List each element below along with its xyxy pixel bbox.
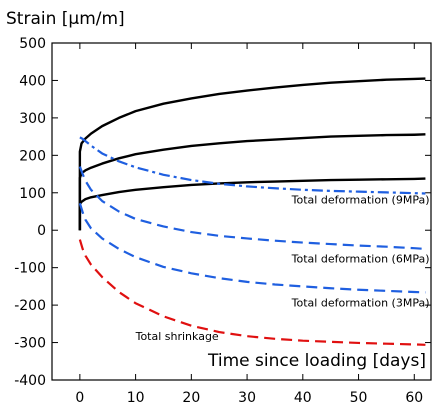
x-tick-label: 20 bbox=[182, 390, 200, 406]
x-tick-label: 0 bbox=[75, 390, 84, 406]
x-tick-label: 30 bbox=[238, 390, 256, 406]
y-tick-label: -400 bbox=[14, 373, 46, 389]
series-lines bbox=[78, 77, 426, 346]
plot-frame bbox=[51, 42, 432, 381]
series-line-1 bbox=[78, 77, 426, 231]
annotation-label: Total deformation (9MPa) bbox=[291, 194, 430, 207]
y-tick-label: -300 bbox=[14, 336, 46, 352]
series-line-4 bbox=[79, 136, 426, 195]
y-tick-label: 100 bbox=[19, 186, 46, 202]
y-tick-label: 200 bbox=[19, 148, 46, 164]
annotations: Total deformation (9MPa) Total deformatio… bbox=[135, 194, 430, 343]
x-ticks: 0 10 20 30 40 50 60 bbox=[75, 43, 423, 406]
series-line-3 bbox=[78, 177, 426, 231]
y-tick-label: 0 bbox=[37, 223, 46, 239]
x-tick-label: 10 bbox=[127, 390, 145, 406]
y-tick-label: 500 bbox=[19, 36, 46, 52]
annotation-label: Total deformation (6MPa) bbox=[291, 252, 430, 265]
series-line-6 bbox=[78, 202, 426, 294]
x-tick-label: 50 bbox=[350, 390, 368, 406]
x-tick-label: 40 bbox=[294, 390, 312, 406]
y-tick-label: -200 bbox=[14, 298, 46, 314]
x-tick-label: 60 bbox=[405, 390, 423, 406]
series-line-5 bbox=[78, 166, 426, 251]
y-tick-label: 300 bbox=[19, 111, 46, 127]
y-tick-label: 400 bbox=[19, 73, 46, 89]
y-ticks: -400 -300 -200 -100 0 100 200 300 400 500 bbox=[14, 36, 431, 389]
annotation-label: Total shrinkage bbox=[135, 330, 219, 343]
series-line-2 bbox=[78, 133, 426, 231]
series-line-7 bbox=[78, 239, 426, 346]
x-axis-title: Time since loading [days] bbox=[207, 351, 426, 371]
y-tick-label: -100 bbox=[14, 261, 46, 277]
annotation-label: Total deformation (3MPa) bbox=[291, 296, 430, 309]
y-axis-title: Strain [μm/m] bbox=[6, 9, 125, 29]
